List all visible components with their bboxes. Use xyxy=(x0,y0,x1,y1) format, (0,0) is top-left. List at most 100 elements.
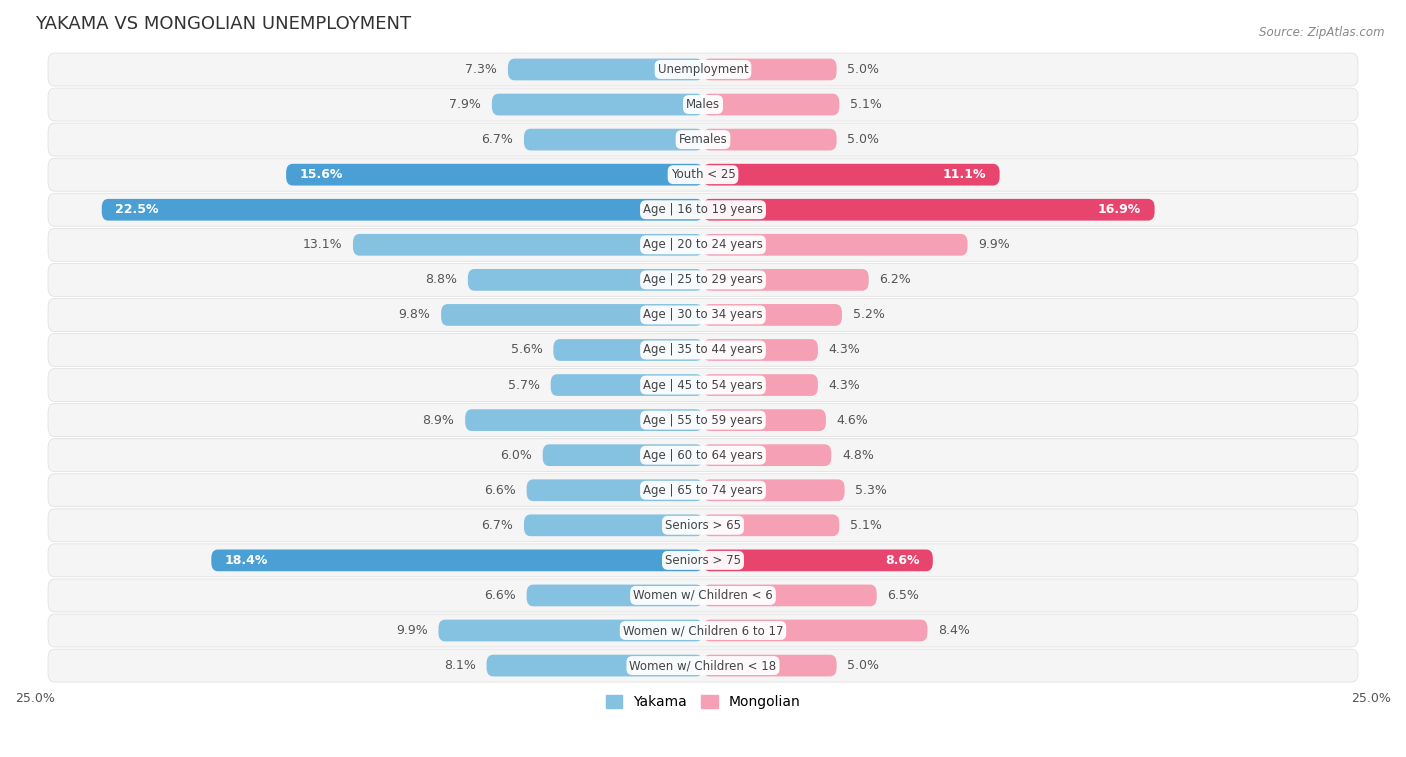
FancyBboxPatch shape xyxy=(48,369,1358,401)
Text: 13.1%: 13.1% xyxy=(302,238,342,251)
Text: Age | 55 to 59 years: Age | 55 to 59 years xyxy=(643,413,763,427)
FancyBboxPatch shape xyxy=(48,509,1358,542)
Text: Males: Males xyxy=(686,98,720,111)
FancyBboxPatch shape xyxy=(703,269,869,291)
FancyBboxPatch shape xyxy=(48,614,1358,647)
Text: Age | 35 to 44 years: Age | 35 to 44 years xyxy=(643,344,763,357)
Text: 4.3%: 4.3% xyxy=(828,378,860,391)
Text: 5.6%: 5.6% xyxy=(510,344,543,357)
Text: 9.8%: 9.8% xyxy=(398,308,430,322)
FancyBboxPatch shape xyxy=(703,550,932,572)
FancyBboxPatch shape xyxy=(554,339,703,361)
FancyBboxPatch shape xyxy=(524,129,703,151)
Text: 8.6%: 8.6% xyxy=(884,554,920,567)
FancyBboxPatch shape xyxy=(48,649,1358,682)
Text: 5.0%: 5.0% xyxy=(848,63,879,76)
Legend: Yakama, Mongolian: Yakama, Mongolian xyxy=(600,690,806,715)
Text: 5.0%: 5.0% xyxy=(848,659,879,672)
Text: 4.6%: 4.6% xyxy=(837,413,869,427)
Text: Age | 16 to 19 years: Age | 16 to 19 years xyxy=(643,203,763,217)
FancyBboxPatch shape xyxy=(48,263,1358,296)
FancyBboxPatch shape xyxy=(703,620,928,641)
Text: 6.0%: 6.0% xyxy=(501,449,531,462)
FancyBboxPatch shape xyxy=(441,304,703,326)
FancyBboxPatch shape xyxy=(492,94,703,115)
FancyBboxPatch shape xyxy=(465,410,703,431)
FancyBboxPatch shape xyxy=(703,94,839,115)
Text: 5.0%: 5.0% xyxy=(848,133,879,146)
FancyBboxPatch shape xyxy=(48,403,1358,437)
Text: Seniors > 65: Seniors > 65 xyxy=(665,519,741,532)
Text: 6.7%: 6.7% xyxy=(481,133,513,146)
FancyBboxPatch shape xyxy=(48,334,1358,366)
FancyBboxPatch shape xyxy=(439,620,703,641)
Text: Age | 65 to 74 years: Age | 65 to 74 years xyxy=(643,484,763,497)
Text: 5.1%: 5.1% xyxy=(851,98,882,111)
Text: 8.4%: 8.4% xyxy=(938,624,970,637)
FancyBboxPatch shape xyxy=(211,550,703,572)
Text: Unemployment: Unemployment xyxy=(658,63,748,76)
Text: 7.9%: 7.9% xyxy=(450,98,481,111)
FancyBboxPatch shape xyxy=(48,158,1358,192)
Text: Age | 30 to 34 years: Age | 30 to 34 years xyxy=(643,308,763,322)
Text: 6.7%: 6.7% xyxy=(481,519,513,532)
Text: 4.8%: 4.8% xyxy=(842,449,875,462)
FancyBboxPatch shape xyxy=(48,544,1358,577)
Text: 6.6%: 6.6% xyxy=(484,589,516,602)
Text: Women w/ Children 6 to 17: Women w/ Children 6 to 17 xyxy=(623,624,783,637)
FancyBboxPatch shape xyxy=(703,199,1154,220)
Text: Women w/ Children < 6: Women w/ Children < 6 xyxy=(633,589,773,602)
FancyBboxPatch shape xyxy=(287,164,703,185)
Text: 4.3%: 4.3% xyxy=(828,344,860,357)
FancyBboxPatch shape xyxy=(468,269,703,291)
Text: 11.1%: 11.1% xyxy=(943,168,986,181)
FancyBboxPatch shape xyxy=(703,234,967,256)
FancyBboxPatch shape xyxy=(48,439,1358,472)
Text: 6.2%: 6.2% xyxy=(879,273,911,286)
FancyBboxPatch shape xyxy=(353,234,703,256)
Text: 9.9%: 9.9% xyxy=(979,238,1010,251)
Text: 5.3%: 5.3% xyxy=(855,484,887,497)
Text: Source: ZipAtlas.com: Source: ZipAtlas.com xyxy=(1260,26,1385,39)
FancyBboxPatch shape xyxy=(551,374,703,396)
Text: Age | 25 to 29 years: Age | 25 to 29 years xyxy=(643,273,763,286)
Text: 8.9%: 8.9% xyxy=(423,413,454,427)
FancyBboxPatch shape xyxy=(703,584,877,606)
Text: Women w/ Children < 18: Women w/ Children < 18 xyxy=(630,659,776,672)
FancyBboxPatch shape xyxy=(48,88,1358,121)
FancyBboxPatch shape xyxy=(543,444,703,466)
FancyBboxPatch shape xyxy=(508,58,703,80)
FancyBboxPatch shape xyxy=(48,474,1358,506)
FancyBboxPatch shape xyxy=(48,123,1358,156)
Text: 6.5%: 6.5% xyxy=(887,589,920,602)
Text: Seniors > 75: Seniors > 75 xyxy=(665,554,741,567)
FancyBboxPatch shape xyxy=(703,479,845,501)
FancyBboxPatch shape xyxy=(703,374,818,396)
Text: Age | 20 to 24 years: Age | 20 to 24 years xyxy=(643,238,763,251)
Text: Age | 45 to 54 years: Age | 45 to 54 years xyxy=(643,378,763,391)
FancyBboxPatch shape xyxy=(524,515,703,536)
FancyBboxPatch shape xyxy=(703,339,818,361)
FancyBboxPatch shape xyxy=(48,298,1358,332)
FancyBboxPatch shape xyxy=(527,584,703,606)
FancyBboxPatch shape xyxy=(703,58,837,80)
Text: Females: Females xyxy=(679,133,727,146)
FancyBboxPatch shape xyxy=(703,444,831,466)
Text: 22.5%: 22.5% xyxy=(115,203,159,217)
Text: 16.9%: 16.9% xyxy=(1098,203,1142,217)
FancyBboxPatch shape xyxy=(486,655,703,677)
FancyBboxPatch shape xyxy=(48,229,1358,261)
Text: 18.4%: 18.4% xyxy=(225,554,269,567)
Text: 5.2%: 5.2% xyxy=(852,308,884,322)
FancyBboxPatch shape xyxy=(703,410,825,431)
Text: Age | 60 to 64 years: Age | 60 to 64 years xyxy=(643,449,763,462)
FancyBboxPatch shape xyxy=(527,479,703,501)
FancyBboxPatch shape xyxy=(48,579,1358,612)
Text: YAKAMA VS MONGOLIAN UNEMPLOYMENT: YAKAMA VS MONGOLIAN UNEMPLOYMENT xyxy=(35,15,411,33)
Text: 9.9%: 9.9% xyxy=(396,624,427,637)
FancyBboxPatch shape xyxy=(48,53,1358,86)
FancyBboxPatch shape xyxy=(703,655,837,677)
FancyBboxPatch shape xyxy=(703,164,1000,185)
Text: 6.6%: 6.6% xyxy=(484,484,516,497)
Text: 5.1%: 5.1% xyxy=(851,519,882,532)
